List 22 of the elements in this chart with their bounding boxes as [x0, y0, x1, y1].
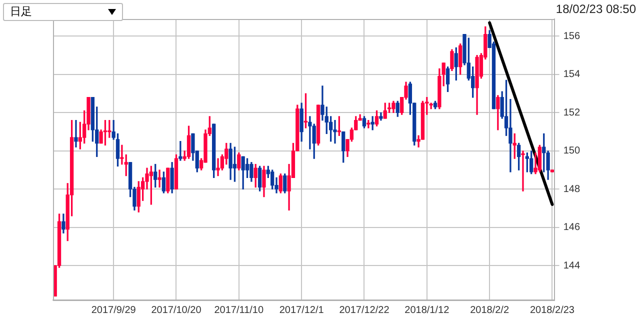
- y-tick-label: 152: [563, 107, 580, 118]
- y-tick-label: 156: [563, 30, 580, 42]
- x-tick-label: 2018/1/12: [404, 304, 450, 316]
- y-tick-label: 146: [563, 222, 580, 234]
- period-dropdown: 日足: [3, 3, 123, 21]
- x-tick-label: 2017/9/29: [91, 304, 136, 316]
- candlestick: [158, 170, 162, 188]
- y-tick-label: 148: [563, 184, 580, 195]
- candlestick: [333, 120, 337, 144]
- x-tick-label: 2017/11/10: [214, 304, 264, 316]
- text: 18/02/23 08:50: [556, 2, 636, 16]
- x-tick-label: 2017/12/1: [279, 304, 324, 316]
- candlestick: [216, 158, 220, 176]
- y-tick-label: 150: [563, 146, 580, 157]
- y-tick-label: 154: [563, 69, 580, 80]
- x-tick-label: 2017/12/22: [339, 304, 390, 316]
- x-tick-label: 2018/2/2: [470, 304, 510, 316]
- x-tick-label: 2017/10/20: [151, 304, 202, 316]
- x-tick-label: 2018/2/23: [530, 304, 575, 316]
- y-tick-label: 144: [563, 260, 580, 272]
- candlestick: [74, 120, 78, 148]
- candlestick: [521, 150, 525, 192]
